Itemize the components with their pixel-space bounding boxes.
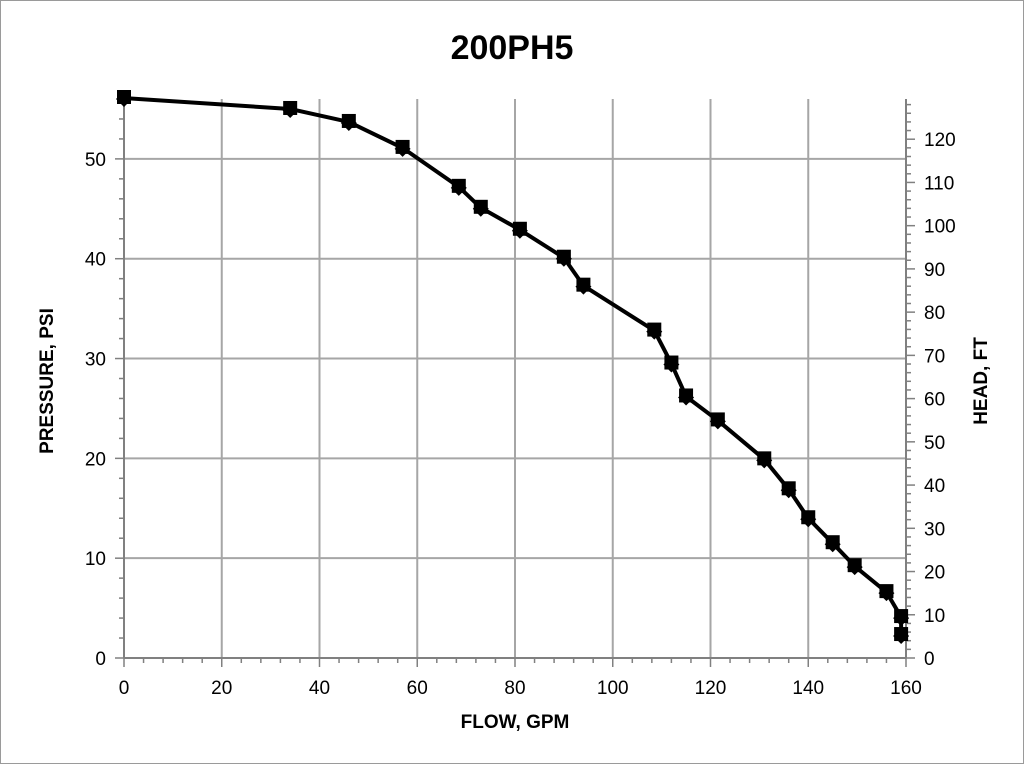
y-axis-title: PRESSURE, PSI <box>37 308 58 454</box>
x-tick-label: 20 <box>211 678 232 699</box>
y2-tick-label: 90 <box>924 260 945 281</box>
x-tick-label: 80 <box>504 678 525 699</box>
y2-tick-label: 100 <box>924 217 956 238</box>
y2-tick-label: 70 <box>924 346 945 367</box>
square-marker <box>710 412 725 427</box>
y2-tick-label: 0 <box>924 649 935 670</box>
x-tick-label: 0 <box>119 678 130 699</box>
square-marker <box>556 249 571 264</box>
square-marker <box>473 199 488 214</box>
x-axis-title: FLOW, GPM <box>461 712 570 733</box>
y2-tick-label: 60 <box>924 390 945 411</box>
y2-tick-label: 20 <box>924 563 945 584</box>
y2-tick-label: 10 <box>924 606 945 627</box>
y-tick-label: 50 <box>85 150 106 171</box>
grid-lines <box>123 99 907 659</box>
y2-tick-label: 40 <box>924 476 945 497</box>
x-tick-label: 60 <box>407 678 428 699</box>
square-marker <box>576 277 591 292</box>
y2-tick-label: 120 <box>924 130 956 151</box>
square-marker <box>395 139 410 154</box>
chart-title: 200PH5 <box>451 29 574 67</box>
y2-tick-label: 110 <box>924 173 954 194</box>
x-tick-label: 160 <box>890 678 922 699</box>
y2-tick-label: 30 <box>924 519 945 540</box>
square-marker <box>757 451 772 466</box>
square-marker <box>679 388 694 403</box>
x-tick-label: 40 <box>309 678 330 699</box>
square-marker <box>451 178 466 193</box>
square-marker <box>341 113 356 128</box>
x-tick-label: 120 <box>695 678 727 699</box>
square-marker <box>894 627 909 642</box>
square-marker <box>894 609 909 624</box>
square-marker <box>879 584 894 599</box>
y2-tick-label: 50 <box>924 433 945 454</box>
square-marker <box>664 355 679 370</box>
x-tick-label: 140 <box>792 678 824 699</box>
y-tick-label: 20 <box>85 449 106 470</box>
y-tick-label: 10 <box>85 549 106 570</box>
square-marker <box>825 535 840 550</box>
square-marker <box>647 322 662 337</box>
square-marker <box>847 558 862 573</box>
axes <box>115 98 915 667</box>
y-tick-label: 40 <box>85 250 106 271</box>
series-line <box>123 96 904 636</box>
square-marker <box>512 221 527 236</box>
square-marker <box>117 90 131 105</box>
square-marker <box>283 100 298 115</box>
y2-axis-title: HEAD, FT <box>971 337 992 425</box>
tick-labels: 0 20 40 60 80 100 120 140 1600102030405001020304… <box>85 130 956 699</box>
y2-tick-label: 80 <box>924 303 945 324</box>
y-tick-label: 0 <box>95 649 106 670</box>
square-marker <box>801 510 816 525</box>
y-tick-label: 30 <box>85 350 106 371</box>
x-tick-label: 100 <box>597 678 629 699</box>
square-marker <box>781 481 796 496</box>
data-series <box>116 90 910 645</box>
